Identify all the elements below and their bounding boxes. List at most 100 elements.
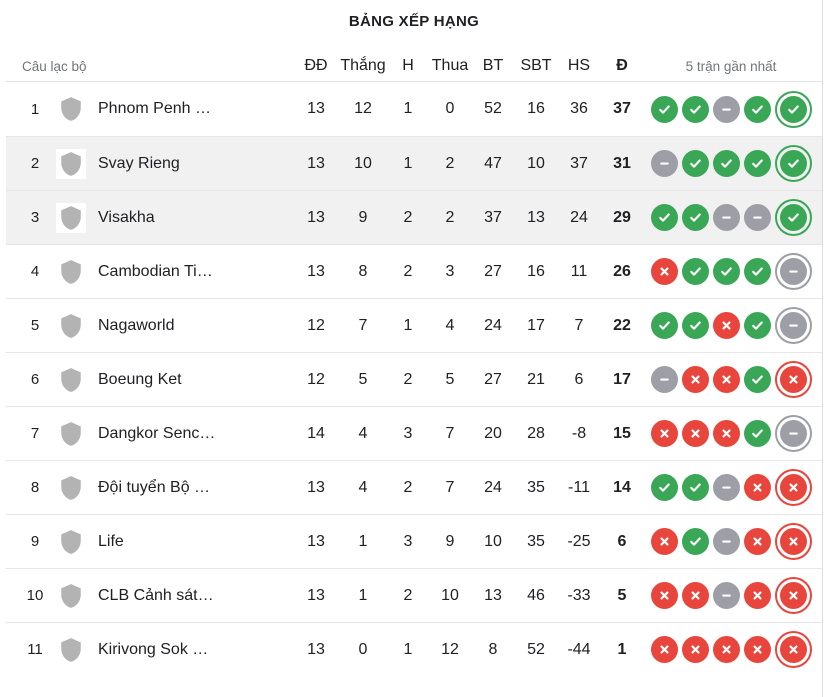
losses-value: 3 <box>445 262 455 280</box>
form-loss-icon <box>780 636 807 663</box>
form-icons <box>650 631 812 668</box>
table-row[interactable]: 10 CLB Cảnh sát… 13 1 2 10 13 46 -33 5 <box>6 568 822 622</box>
shield-icon <box>61 583 81 608</box>
form-loss-icon-latest <box>775 469 812 506</box>
losses-value: 4 <box>445 316 455 334</box>
form-win-icon <box>744 258 771 285</box>
goals-for-value: 27 <box>484 370 502 388</box>
club-name: Life <box>98 532 124 550</box>
standings-card: BẢNG XẾP HẠNG Câu lạc bộ ĐĐ Thắng H Thua… <box>6 0 823 697</box>
goal-diff-value: -33 <box>567 586 591 604</box>
played-value: 13 <box>307 478 325 496</box>
form-draw-icon <box>780 258 807 285</box>
club-name: Đội tuyển Bộ … <box>98 478 211 496</box>
form-draw-icon <box>713 582 740 609</box>
form-loss-icon <box>744 636 771 663</box>
table-row[interactable]: 1 Phnom Penh … 13 12 1 0 52 16 36 37 <box>6 82 822 136</box>
form-win-icon-latest <box>775 199 812 236</box>
rank: 7 <box>30 425 40 442</box>
table-row[interactable]: 9 Life 13 1 3 9 10 35 -25 6 <box>6 514 822 568</box>
club-logo <box>56 526 86 557</box>
form-win-icon <box>744 312 771 339</box>
column-header-club: Câu lạc bộ <box>22 58 87 74</box>
wins-value: 9 <box>358 208 368 226</box>
table-row[interactable]: 5 Nagaworld 12 7 1 4 24 17 7 22 <box>6 298 822 352</box>
goals-against-value: 13 <box>527 208 545 226</box>
column-header-losses: Thua <box>431 57 469 74</box>
form-icons <box>650 577 812 614</box>
losses-value: 9 <box>445 532 455 550</box>
club-name: CLB Cảnh sát… <box>98 586 214 604</box>
form-win-icon <box>744 95 771 123</box>
form-win-icon <box>682 474 709 501</box>
club-name: Cambodian Ti… <box>98 262 213 280</box>
column-header-form: 5 trận gần nhất <box>685 58 777 74</box>
form-loss-icon-latest <box>775 361 812 398</box>
wins-value: 5 <box>358 370 368 388</box>
club-logo <box>56 148 86 179</box>
column-header-goals-for: BT <box>482 57 504 74</box>
form-loss-icon <box>651 528 678 555</box>
form-loss-icon <box>713 312 740 339</box>
points-value: 17 <box>613 370 631 388</box>
rank: 9 <box>30 533 40 550</box>
form-loss-icon-latest <box>775 523 812 560</box>
form-draw-icon <box>780 312 807 339</box>
rank: 4 <box>30 263 40 280</box>
played-value: 12 <box>307 316 325 334</box>
form-win-icon <box>682 528 709 555</box>
form-draw-icon <box>713 95 740 123</box>
table-row[interactable]: 6 Boeung Ket 12 5 2 5 27 21 6 17 <box>6 352 822 406</box>
goals-for-value: 47 <box>484 154 502 172</box>
table-row[interactable]: 8 Đội tuyển Bộ … 13 4 2 7 24 35 -11 14 <box>6 460 822 514</box>
played-value: 13 <box>307 586 325 604</box>
wins-value: 1 <box>358 532 368 550</box>
club-name: Boeung Ket <box>98 370 182 388</box>
club-name: Dangkor Senc… <box>98 424 216 442</box>
goals-against-value: 21 <box>527 370 545 388</box>
form-win-icon <box>780 204 807 231</box>
column-header-draws: H <box>402 57 414 74</box>
form-win-icon <box>744 366 771 393</box>
wins-value: 10 <box>354 154 372 172</box>
standings-table-body: 1 Phnom Penh … 13 12 1 0 52 16 36 37 2 S… <box>6 82 822 676</box>
column-header-played: ĐĐ <box>304 57 328 74</box>
form-win-icon-latest <box>775 90 812 128</box>
wins-value: 7 <box>358 316 368 334</box>
form-loss-icon-latest <box>775 577 812 614</box>
rank: 8 <box>30 479 40 496</box>
goals-for-value: 10 <box>484 532 502 550</box>
table-row[interactable]: 7 Dangkor Senc… 14 4 3 7 20 28 -8 15 <box>6 406 822 460</box>
goal-diff-value: -44 <box>567 640 591 658</box>
shield-icon <box>61 475 81 500</box>
points-value: 15 <box>613 424 631 442</box>
form-win-icon <box>651 312 678 339</box>
form-draw-icon-latest <box>775 253 812 290</box>
table-row[interactable]: 11 Kirivong Sok … 13 0 1 12 8 52 -44 1 <box>6 622 822 676</box>
form-loss-icon <box>744 528 771 555</box>
club-logo <box>56 472 86 503</box>
form-loss-icon <box>780 366 807 393</box>
goal-diff-value: 11 <box>570 262 588 280</box>
draws-value: 2 <box>403 370 413 388</box>
form-icons <box>650 199 812 236</box>
form-win-icon-latest <box>775 145 812 182</box>
club-name: Svay Rieng <box>98 154 180 172</box>
form-win-icon <box>713 258 740 285</box>
table-row[interactable]: 4 Cambodian Ti… 13 8 2 3 27 16 11 26 <box>6 244 822 298</box>
form-loss-icon <box>651 636 678 663</box>
column-header-wins: Thắng <box>340 57 386 74</box>
losses-value: 12 <box>441 640 459 658</box>
goals-against-value: 35 <box>527 478 545 496</box>
form-win-icon <box>651 474 678 501</box>
rank: 10 <box>26 587 44 604</box>
form-draw-icon <box>651 150 678 177</box>
goal-diff-value: -8 <box>571 424 587 442</box>
table-row[interactable]: 2 Svay Rieng 13 10 1 2 47 10 37 31 <box>6 136 822 190</box>
draws-value: 2 <box>403 586 413 604</box>
goals-for-value: 13 <box>484 586 502 604</box>
table-row[interactable]: 3 Visakha 13 9 2 2 37 13 24 29 <box>6 190 822 244</box>
played-value: 13 <box>307 154 325 172</box>
points-value: 29 <box>613 208 631 226</box>
form-loss-icon <box>713 636 740 663</box>
